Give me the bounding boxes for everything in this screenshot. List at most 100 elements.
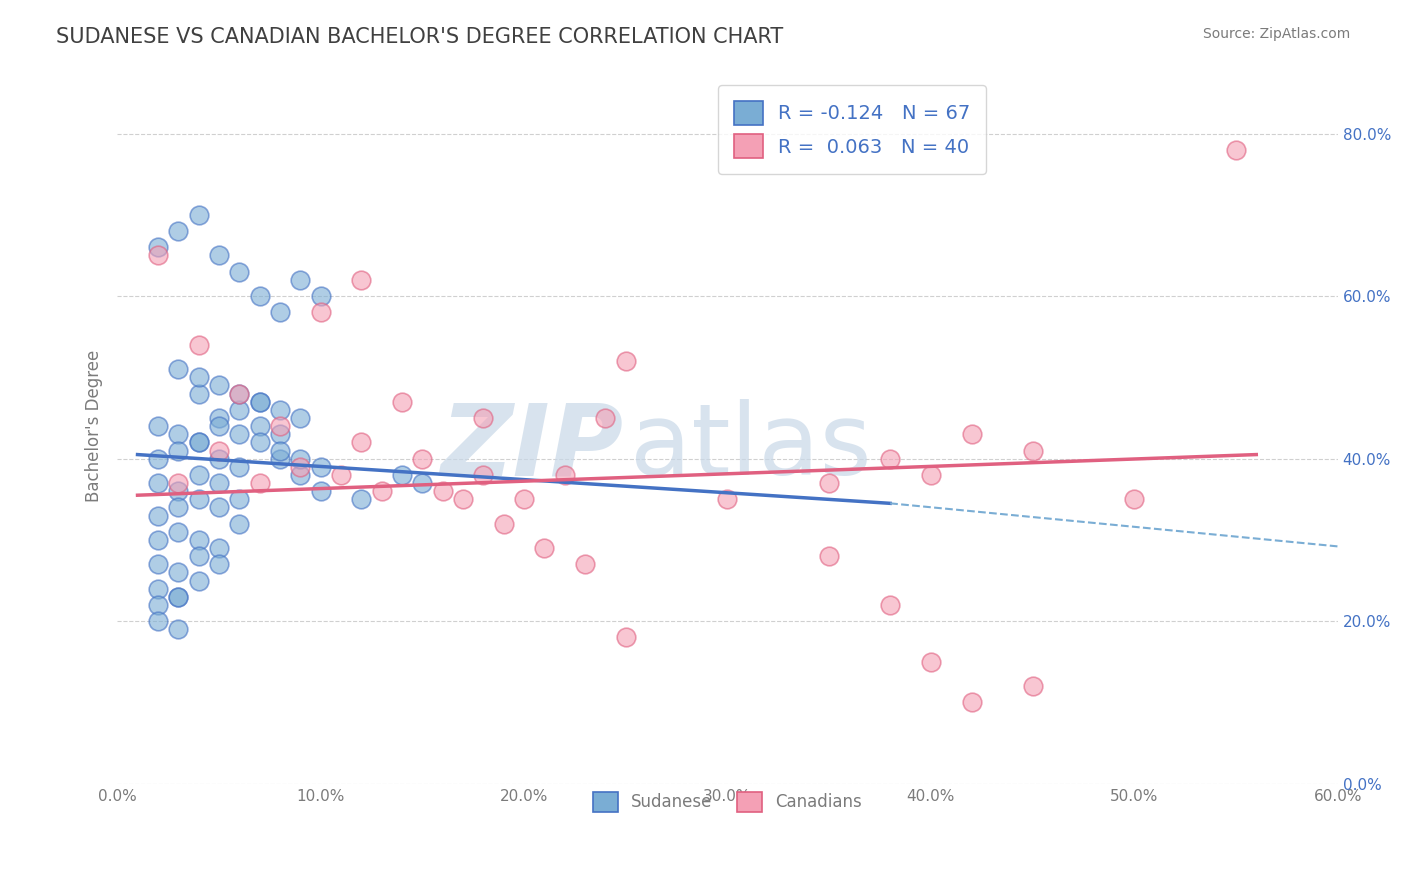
Point xyxy=(920,655,942,669)
Point xyxy=(167,566,190,580)
Point xyxy=(187,467,209,482)
Point xyxy=(716,492,738,507)
Point xyxy=(595,411,617,425)
Point xyxy=(1225,143,1247,157)
Point xyxy=(146,240,169,254)
Point xyxy=(167,524,190,539)
Point xyxy=(614,354,637,368)
Point xyxy=(533,541,555,555)
Point xyxy=(208,378,231,392)
Point xyxy=(167,476,190,491)
Point xyxy=(1123,492,1146,507)
Point xyxy=(269,419,291,434)
Point xyxy=(208,476,231,491)
Text: ZIP: ZIP xyxy=(440,399,624,496)
Point xyxy=(249,394,271,409)
Point xyxy=(146,558,169,572)
Point xyxy=(208,558,231,572)
Point xyxy=(309,305,332,319)
Point xyxy=(492,516,515,531)
Point xyxy=(146,451,169,466)
Point xyxy=(228,386,250,401)
Point xyxy=(208,541,231,555)
Point xyxy=(451,492,474,507)
Point xyxy=(187,435,209,450)
Point xyxy=(269,402,291,417)
Point xyxy=(146,598,169,612)
Point xyxy=(187,533,209,547)
Point xyxy=(309,484,332,499)
Point xyxy=(187,370,209,384)
Point xyxy=(228,386,250,401)
Point xyxy=(187,338,209,352)
Text: SUDANESE VS CANADIAN BACHELOR'S DEGREE CORRELATION CHART: SUDANESE VS CANADIAN BACHELOR'S DEGREE C… xyxy=(56,27,783,46)
Point xyxy=(249,476,271,491)
Point xyxy=(187,574,209,588)
Point xyxy=(269,305,291,319)
Point xyxy=(228,516,250,531)
Point xyxy=(290,459,312,474)
Point xyxy=(879,451,901,466)
Point xyxy=(290,273,312,287)
Point xyxy=(228,492,250,507)
Point xyxy=(187,208,209,222)
Point xyxy=(167,623,190,637)
Point xyxy=(228,427,250,442)
Point xyxy=(146,419,169,434)
Text: atlas: atlas xyxy=(630,399,872,496)
Legend: Sudanese, Canadians: Sudanese, Canadians xyxy=(579,779,876,825)
Point xyxy=(208,443,231,458)
Point xyxy=(350,492,373,507)
Point xyxy=(146,582,169,596)
Point xyxy=(269,451,291,466)
Point xyxy=(818,476,841,491)
Point xyxy=(269,443,291,458)
Point xyxy=(146,508,169,523)
Point xyxy=(249,394,271,409)
Point xyxy=(187,386,209,401)
Point xyxy=(146,533,169,547)
Point xyxy=(554,467,576,482)
Point xyxy=(513,492,536,507)
Point xyxy=(411,476,433,491)
Point xyxy=(228,265,250,279)
Point xyxy=(290,467,312,482)
Point xyxy=(574,558,596,572)
Point xyxy=(960,427,983,442)
Point xyxy=(208,411,231,425)
Point xyxy=(167,484,190,499)
Point xyxy=(167,443,190,458)
Text: Source: ZipAtlas.com: Source: ZipAtlas.com xyxy=(1202,27,1350,41)
Point xyxy=(167,224,190,238)
Point xyxy=(290,451,312,466)
Point xyxy=(146,248,169,262)
Point xyxy=(187,492,209,507)
Point xyxy=(249,419,271,434)
Point xyxy=(370,484,392,499)
Point xyxy=(350,273,373,287)
Point xyxy=(329,467,352,482)
Point xyxy=(167,590,190,604)
Point xyxy=(249,435,271,450)
Point xyxy=(208,248,231,262)
Point xyxy=(228,459,250,474)
Point xyxy=(614,631,637,645)
Point xyxy=(472,467,495,482)
Point xyxy=(818,549,841,564)
Point xyxy=(167,427,190,442)
Point xyxy=(146,476,169,491)
Point xyxy=(391,394,413,409)
Y-axis label: Bachelor's Degree: Bachelor's Degree xyxy=(86,350,103,502)
Point xyxy=(167,362,190,376)
Point xyxy=(309,289,332,303)
Point xyxy=(269,427,291,442)
Point xyxy=(960,696,983,710)
Point xyxy=(208,419,231,434)
Point xyxy=(228,402,250,417)
Point xyxy=(879,598,901,612)
Point xyxy=(472,411,495,425)
Point xyxy=(167,500,190,515)
Point xyxy=(167,590,190,604)
Point xyxy=(1021,679,1043,693)
Point xyxy=(411,451,433,466)
